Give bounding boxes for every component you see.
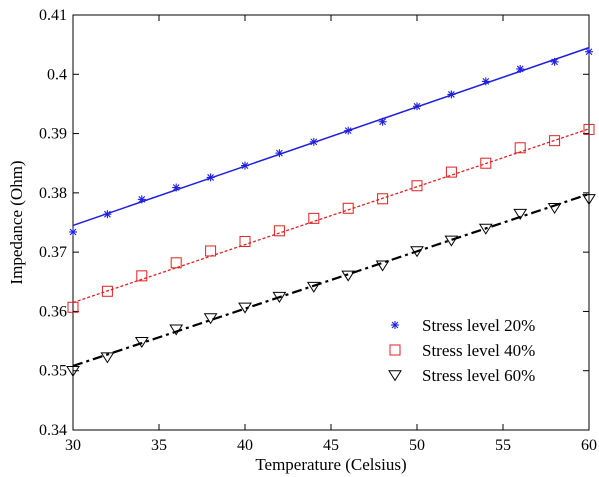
star-marker — [206, 173, 215, 182]
star-marker — [413, 102, 421, 111]
y-tick-label: 0.36 — [39, 303, 67, 320]
star-stroke — [172, 184, 180, 191]
star-stroke — [241, 162, 249, 169]
y-tick-label: 0.38 — [39, 185, 67, 202]
fit-line — [72, 192, 590, 368]
star-marker — [585, 47, 593, 56]
square-marker — [549, 135, 561, 147]
star-stroke — [391, 321, 399, 329]
x-tick-label: 55 — [495, 437, 511, 454]
triangle-marker — [341, 270, 356, 282]
triangle-marker — [547, 202, 562, 215]
triangle-marker — [478, 223, 493, 235]
star-marker — [391, 321, 399, 329]
star-stroke — [276, 149, 283, 157]
square-marker — [205, 245, 217, 257]
triangle-marker — [582, 194, 596, 206]
star-marker — [137, 195, 146, 204]
data-markers — [66, 47, 596, 378]
legend-label: Stress level 20% — [422, 316, 535, 335]
y-tick-label: 0.35 — [39, 363, 67, 380]
star-marker — [172, 183, 181, 192]
star-stroke — [585, 48, 593, 56]
square-marker — [411, 180, 423, 192]
star-marker — [69, 227, 77, 236]
triangle-marker — [513, 208, 528, 220]
triangle-marker — [388, 370, 402, 382]
triangle-marker — [444, 235, 459, 247]
y-tick-label: 0.34 — [39, 422, 67, 439]
y-tick-label: 0.39 — [39, 126, 67, 143]
star-marker — [516, 64, 525, 73]
x-tick-label: 60 — [581, 437, 597, 454]
square-marker — [67, 301, 79, 313]
star-stroke — [448, 91, 455, 98]
star-marker — [447, 90, 456, 99]
square-marker — [377, 193, 389, 205]
fit-lines — [72, 46, 590, 368]
triangle-marker — [410, 246, 424, 258]
square-marker — [136, 270, 148, 282]
x-axis-title: Temperature (Celsius) — [255, 455, 406, 474]
legend: Stress level 20% Stress level 40% Stress l… — [388, 316, 535, 385]
triangle-marker — [375, 260, 390, 272]
square-marker — [342, 202, 354, 214]
square-marker — [170, 257, 182, 269]
triangle-marker — [134, 336, 149, 349]
star-marker — [550, 57, 559, 66]
star-stroke — [516, 65, 524, 73]
star-marker — [241, 161, 249, 170]
x-tick-label: 50 — [409, 437, 425, 454]
square-marker — [514, 142, 526, 154]
star-marker — [378, 117, 387, 126]
square-marker — [480, 157, 492, 169]
x-tick-label: 35 — [151, 437, 167, 454]
triangle-marker — [272, 291, 287, 303]
fit-line — [72, 128, 590, 304]
star-stroke — [551, 58, 558, 66]
star-stroke — [138, 195, 146, 203]
triangle-marker — [66, 366, 80, 378]
star-stroke — [69, 228, 77, 236]
triangle-marker — [100, 352, 115, 364]
y-axis-title: Impedance (Ohm) — [7, 160, 26, 284]
fit-line — [72, 46, 590, 227]
star-stroke — [379, 118, 386, 126]
star-stroke — [310, 138, 318, 146]
square-marker — [101, 285, 113, 297]
x-tick-label: 40 — [237, 437, 253, 454]
legend-label: Stress level 60% — [422, 366, 535, 385]
legend-label: Stress level 40% — [422, 341, 535, 360]
square-marker — [308, 212, 320, 224]
y-tick-label: 0.4 — [47, 66, 67, 83]
triangle-marker — [169, 324, 184, 336]
y-tick-label: 0.41 — [39, 7, 67, 24]
x-tick-label: 30 — [65, 437, 81, 454]
triangle-marker — [238, 302, 252, 314]
triangle-marker — [203, 313, 218, 325]
y-tick-label: 0.37 — [39, 244, 67, 261]
star-stroke — [482, 78, 490, 85]
star-marker — [344, 126, 353, 135]
star-marker — [481, 77, 490, 86]
star-marker — [309, 137, 318, 146]
square-marker — [445, 166, 457, 178]
star-marker — [103, 210, 112, 219]
square-marker — [583, 123, 595, 135]
star-stroke — [207, 174, 214, 181]
star-marker — [275, 149, 284, 158]
star-stroke — [344, 127, 352, 134]
square-marker — [389, 344, 401, 356]
triangle-marker — [306, 281, 321, 293]
axes: 30 35 40 45 50 55 60 0.34 0.35 0.36 0.37 0.38 0.39 0.… — [39, 7, 597, 454]
star-stroke — [104, 210, 111, 218]
x-tick-label: 45 — [323, 437, 339, 454]
star-stroke — [413, 102, 421, 110]
square-marker — [273, 225, 285, 237]
square-marker — [239, 235, 251, 247]
